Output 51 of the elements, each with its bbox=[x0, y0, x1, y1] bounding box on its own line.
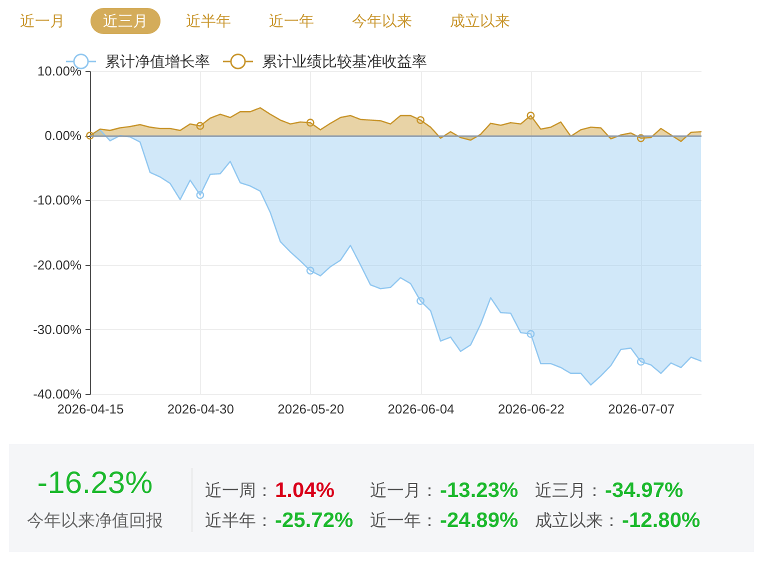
data-label: -13.23% bbox=[440, 479, 519, 502]
point bbox=[526, 112, 535, 120]
category-label: 今年以来 bbox=[352, 13, 412, 30]
text: ： bbox=[256, 511, 273, 530]
x-tick-label: 2026-07-07 bbox=[608, 402, 675, 416]
x-tick-label: 2026-04-30 bbox=[167, 402, 234, 416]
point bbox=[636, 358, 645, 366]
y-tick-label: -30.00% bbox=[33, 322, 82, 337]
category-label: 近三月 bbox=[103, 13, 148, 30]
category-label: 近一月 bbox=[20, 13, 65, 30]
legend-label: 累计业绩比较基准收益率 bbox=[262, 53, 427, 70]
data-label: -12.80% bbox=[622, 509, 701, 532]
category-label: 近一年 bbox=[269, 13, 314, 30]
data-label: -24.89% bbox=[440, 509, 519, 532]
y-tick-label: 10.00% bbox=[37, 64, 82, 78]
category-label: 成立以来 bbox=[450, 13, 510, 30]
category-label: 近一周 bbox=[205, 481, 256, 500]
point bbox=[636, 134, 645, 142]
category-label: 近一月 bbox=[370, 481, 421, 500]
y-tick-label: -40.00% bbox=[33, 386, 82, 402]
point bbox=[196, 191, 204, 200]
category-label: 近一年 bbox=[370, 511, 421, 530]
legend-label: 累计净值增长率 bbox=[105, 53, 210, 70]
text: ： bbox=[603, 511, 620, 530]
data-label: -34.97% bbox=[605, 479, 684, 502]
category-label: 近半年 bbox=[205, 511, 256, 530]
point bbox=[526, 330, 535, 338]
y-tick-label: -10.00% bbox=[33, 192, 82, 208]
y-tick-label: -20.00% bbox=[33, 257, 82, 272]
text: ： bbox=[586, 481, 603, 500]
category-label: 成立以来 bbox=[535, 511, 603, 530]
point bbox=[416, 116, 425, 124]
category-label: 近半年 bbox=[186, 13, 231, 30]
point bbox=[196, 122, 204, 130]
text: 今年以来净值回报 bbox=[27, 511, 163, 530]
point bbox=[416, 296, 425, 305]
point bbox=[306, 266, 314, 275]
text: ： bbox=[256, 481, 273, 500]
category-label: 近三月 bbox=[535, 481, 586, 500]
x-tick-label: 2026-06-04 bbox=[388, 402, 454, 416]
text: -16.23% bbox=[37, 465, 153, 500]
point bbox=[86, 132, 94, 140]
data-label: 1.04% bbox=[275, 479, 335, 502]
x-tick-label: 2026-05-20 bbox=[278, 402, 344, 416]
x-tick-label: 2026-04-15 bbox=[57, 402, 124, 416]
data-label: -25.72% bbox=[275, 509, 354, 532]
text: ： bbox=[421, 511, 438, 530]
text: ： bbox=[421, 481, 438, 500]
x-tick-label: 2026-06-22 bbox=[498, 402, 564, 416]
point bbox=[306, 118, 314, 127]
y-tick-label: 0.00% bbox=[44, 128, 82, 144]
